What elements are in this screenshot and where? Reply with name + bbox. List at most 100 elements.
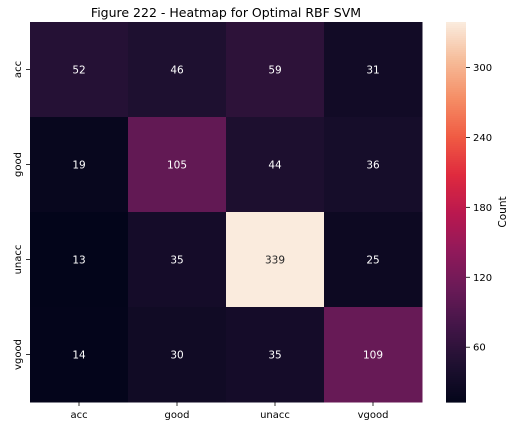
x-tick-label: unacc	[260, 410, 290, 421]
colorbar-gradient-slice	[446, 354, 466, 357]
colorbar-gradient-slice	[446, 160, 466, 163]
x-tick-label: vgood	[358, 410, 389, 421]
colorbar-gradient-slice	[446, 382, 466, 385]
colorbar-gradient-slice	[446, 254, 466, 257]
colorbar-gradient-slice	[446, 146, 466, 149]
cell-value-label: 35	[268, 350, 281, 362]
colorbar-gradient-slice	[446, 334, 466, 337]
colorbar-gradient-slice	[446, 26, 466, 29]
cell-value-label: 44	[268, 160, 282, 172]
colorbar-tick-label: 240	[473, 133, 492, 144]
y-axis-ticks: acc good unacc vgood	[13, 61, 30, 370]
colorbar-gradient-slice	[446, 276, 466, 279]
colorbar-gradient-slice	[446, 148, 466, 151]
colorbar-gradient-slice	[446, 198, 466, 201]
colorbar-gradient-slice	[446, 106, 466, 109]
colorbar-gradient-slice	[446, 40, 466, 43]
colorbar-gradient-slice	[446, 114, 466, 117]
colorbar-gradient-slice	[446, 238, 466, 241]
colorbar-gradient-slice	[446, 222, 466, 225]
cell-value-label: 36	[366, 160, 380, 172]
colorbar-tick-label: 120	[473, 273, 492, 284]
colorbar-gradient-slice	[446, 48, 466, 51]
colorbar-gradient-slice	[446, 42, 466, 45]
colorbar-gradient-slice	[446, 368, 466, 371]
colorbar-tick-label: 180	[473, 203, 492, 214]
colorbar-gradient-slice	[446, 392, 466, 395]
colorbar-gradient-slice	[446, 76, 466, 79]
colorbar-gradient-slice	[446, 80, 466, 83]
colorbar-gradient-slice	[446, 352, 466, 355]
colorbar-gradient-slice	[446, 180, 466, 183]
colorbar-gradient-slice	[446, 360, 466, 363]
colorbar-gradient-slice	[446, 208, 466, 211]
cell-value-label: 30	[170, 350, 183, 362]
colorbar-gradient-slice	[446, 66, 466, 69]
colorbar-gradient-slice	[446, 400, 466, 403]
heatmap-cell	[128, 117, 227, 213]
colorbar-gradient-slice	[446, 374, 466, 377]
cell-value-label: 46	[170, 65, 184, 77]
heatmap-cell	[128, 22, 227, 118]
colorbar-gradient-slice	[446, 116, 466, 119]
colorbar-gradient-slice	[446, 136, 466, 139]
colorbar-gradient-slice	[446, 92, 466, 95]
heatmap-cell	[128, 307, 227, 403]
heatmap-cell	[226, 117, 325, 213]
cell-value-label: 109	[363, 350, 383, 362]
heatmap-cell	[324, 307, 423, 403]
colorbar-gradient-slice	[446, 206, 466, 209]
colorbar-gradient-slice	[446, 220, 466, 223]
colorbar-gradient-slice	[446, 388, 466, 391]
colorbar-gradient-slice	[446, 172, 466, 175]
colorbar-gradient-slice	[446, 350, 466, 353]
colorbar-gradient-slice	[446, 110, 466, 113]
y-tick-label: unacc	[13, 245, 24, 275]
colorbar-gradient-slice	[446, 232, 466, 235]
colorbar-gradient-slice	[446, 394, 466, 397]
colorbar-gradient-slice	[446, 340, 466, 343]
colorbar-gradient-slice	[446, 236, 466, 239]
heatmap-cell	[324, 212, 423, 308]
colorbar-gradient-slice	[446, 250, 466, 253]
heatmap-cell	[324, 22, 423, 118]
colorbar-gradient-slice	[446, 240, 466, 243]
colorbar-gradient-slice	[446, 186, 466, 189]
cell-value-label: 19	[72, 160, 85, 172]
colorbar-gradient-slice	[446, 144, 466, 147]
colorbar-gradient-slice	[446, 308, 466, 311]
colorbar-gradient-slice	[446, 102, 466, 105]
colorbar-gradient-slice	[446, 182, 466, 185]
colorbar-tick-label: 60	[473, 343, 486, 354]
colorbar-gradient-slice	[446, 252, 466, 255]
colorbar-gradient-slice	[446, 138, 466, 141]
colorbar-gradient-slice	[446, 378, 466, 381]
cell-value-label: 105	[167, 160, 187, 172]
colorbar-gradient-slice	[446, 246, 466, 249]
colorbar-gradient-slice	[446, 286, 466, 289]
colorbar-gradient-slice	[446, 192, 466, 195]
colorbar-gradient-slice	[446, 260, 466, 263]
colorbar-gradient-slice	[446, 390, 466, 393]
y-tick-label: acc	[13, 61, 24, 78]
colorbar-gradient-slice	[446, 164, 466, 167]
colorbar-gradient-slice	[446, 324, 466, 327]
colorbar-gradient-slice	[446, 176, 466, 179]
colorbar-gradient-slice	[446, 326, 466, 329]
colorbar-gradient-slice	[446, 98, 466, 101]
colorbar-gradient-slice	[446, 118, 466, 121]
cell-value-label: 35	[170, 255, 183, 267]
colorbar-gradient-slice	[446, 134, 466, 137]
colorbar-gradient-slice	[446, 264, 466, 267]
colorbar-gradient-slice	[446, 290, 466, 293]
colorbar-gradient-slice	[446, 218, 466, 221]
cell-value-label: 59	[268, 65, 281, 77]
colorbar-gradient-slice	[446, 272, 466, 275]
colorbar-gradient-slice	[446, 38, 466, 41]
colorbar-gradient-slice	[446, 338, 466, 341]
colorbar-gradient-slice	[446, 216, 466, 219]
cell-value-label: 13	[72, 255, 85, 267]
colorbar-gradient-slice	[446, 68, 466, 71]
colorbar-gradient-slice	[446, 270, 466, 273]
heatmap-cell	[226, 22, 325, 118]
